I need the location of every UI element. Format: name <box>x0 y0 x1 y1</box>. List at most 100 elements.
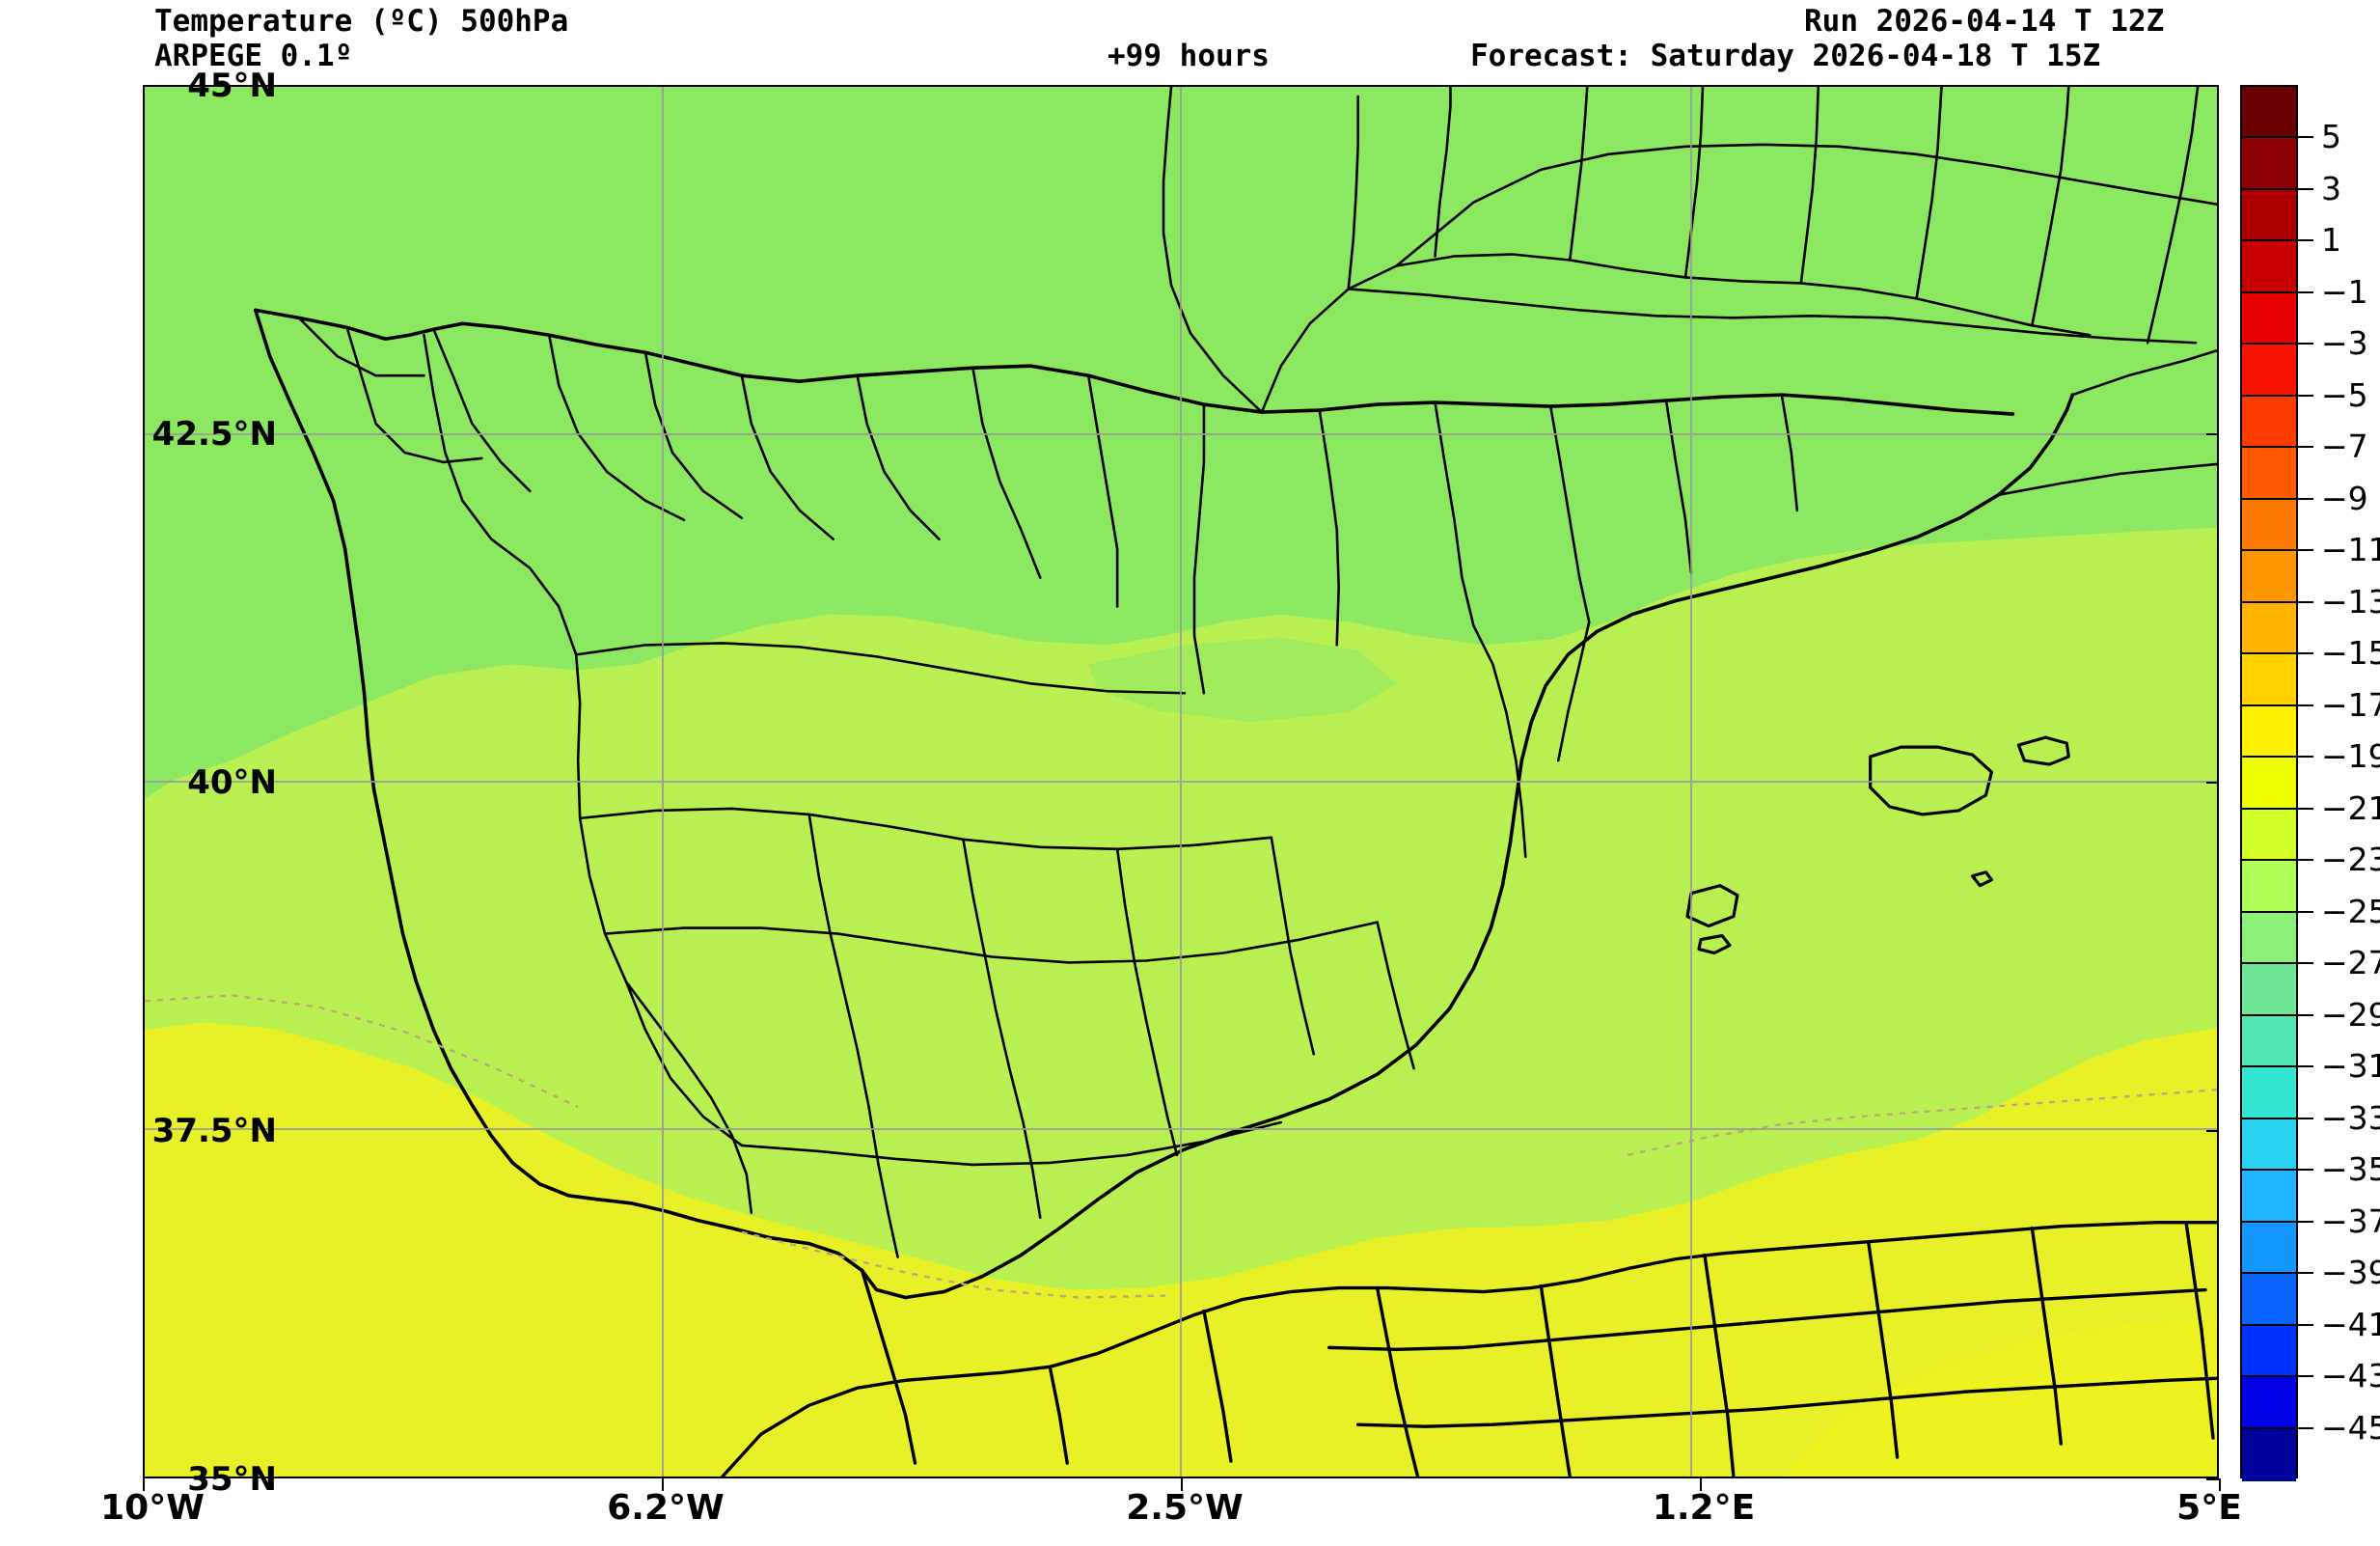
colorbar-tick-label: −43 <box>2321 1357 2380 1395</box>
colorbar-tick-mark <box>2240 1426 2313 1429</box>
colorbar-tick-label: −17 <box>2321 685 2380 724</box>
colorbar-cell <box>2242 861 2296 914</box>
x-tick-mark <box>1181 1478 1183 1491</box>
colorbar-tick-label: −41 <box>2321 1305 2380 1343</box>
colorbar-tick-label: −9 <box>2321 479 2368 517</box>
x-tick-mark <box>143 1478 145 1491</box>
y-tick-mark <box>2206 433 2219 435</box>
colorbar-tick-label: −29 <box>2321 995 2380 1034</box>
colorbar-cell <box>2242 499 2296 553</box>
colorbar-tick-label: −25 <box>2321 892 2380 930</box>
colorbar-tick-label: 5 <box>2321 118 2341 156</box>
colorbar-tick-mark <box>2240 807 2313 810</box>
run-time-label: Run 2026-04-14 T 12Z <box>1804 4 2165 39</box>
temp-band-minus17-lobe <box>1088 637 1397 723</box>
colorbar-tick-mark <box>2240 859 2313 862</box>
colorbar-cell <box>2242 241 2296 294</box>
colorbar-cell <box>2242 448 2296 501</box>
colorbar-tick-label: −1 <box>2321 272 2368 311</box>
colorbar-tick-mark <box>2240 1117 2313 1119</box>
colorbar-tick-mark <box>2240 1220 2313 1223</box>
x-tick-label-5e: 5°E <box>2176 1488 2242 1528</box>
north-africa-coastline <box>721 1221 2217 1477</box>
y-tick-label-45n: 45°N <box>187 67 277 105</box>
colorbar-tick-label: 1 <box>2321 221 2341 260</box>
colorbar-tick-label: −37 <box>2321 1201 2380 1240</box>
colorbar-tick-mark <box>2240 497 2313 500</box>
colorbar-gradient <box>2240 85 2298 1481</box>
colorbar-tick-mark <box>2240 239 2313 242</box>
model-label: ARPEGE 0.1º <box>154 39 353 73</box>
colorbar-cell <box>2242 602 2296 655</box>
colorbar-cell <box>2242 87 2296 140</box>
colorbar-tick-mark <box>2240 343 2313 345</box>
colorbar-tick-label: −21 <box>2321 788 2380 827</box>
x-tick-label-12e: 1.2°E <box>1652 1488 1756 1528</box>
colorbar-tick-label: −13 <box>2321 582 2380 621</box>
colorbar-tick-mark <box>2240 290 2313 293</box>
colorbar-cell <box>2242 1118 2296 1172</box>
colorbar-tick-mark <box>2240 910 2313 913</box>
y-tick-mark <box>2206 1130 2219 1132</box>
x-tick-label-25w: 2.5°W <box>1126 1488 1244 1528</box>
coastline-paths <box>253 308 2075 1300</box>
y-tick-label-375n: 37.5°N <box>151 1112 277 1150</box>
colorbar-tick-mark <box>2240 1272 2313 1275</box>
colorbar-tick-mark <box>2240 600 2313 603</box>
colorbar-tick-label: −19 <box>2321 737 2380 776</box>
colorbar-cell <box>2242 758 2296 811</box>
colorbar-tick-mark <box>2240 136 2313 139</box>
colorbar-cell <box>2242 1171 2296 1224</box>
province-borders <box>297 87 2217 1258</box>
y-tick-label-35n: 35°N <box>187 1460 277 1499</box>
colorbar-tick-mark <box>2240 1065 2313 1068</box>
colorbar-tick-mark <box>2240 704 2313 706</box>
colorbar-tick-mark <box>2240 756 2313 759</box>
colorbar-tick-mark <box>2240 1169 2313 1172</box>
lead-time-label: +99 hours <box>1108 39 1270 73</box>
temp-band-minus13-tongue <box>1781 1316 2217 1477</box>
chart-header: Temperature (ºC) 500hPa ARPEGE 0.1º +99 … <box>0 0 2380 73</box>
colorbar-tick-label: −3 <box>2321 324 2368 363</box>
y-tick-mark <box>2206 85 2219 87</box>
x-tick-label-62w: 6.2°W <box>607 1488 725 1528</box>
colorbar-tick-label: −15 <box>2321 634 2380 673</box>
colorbar-cell <box>2242 1377 2296 1430</box>
colorbar-cell <box>2242 1325 2296 1378</box>
chart-title: Temperature (ºC) 500hPa <box>154 4 569 39</box>
colorbar-cell <box>2242 1067 2296 1120</box>
colorbar-tick-mark <box>2240 1375 2313 1378</box>
colorbar-tick-label: −31 <box>2321 1047 2380 1086</box>
colorbar-tick-label: −5 <box>2321 375 2368 414</box>
y-tick-label-425n: 42.5°N <box>151 415 277 454</box>
colorbar-cell <box>2242 551 2296 604</box>
colorbar-tick-label: −45 <box>2321 1408 2380 1447</box>
colorbar-cell <box>2242 1222 2296 1275</box>
faint-boundary <box>145 994 2217 1299</box>
colorbar-tick-label: 3 <box>2321 169 2341 207</box>
colorbar-tick-mark <box>2240 962 2313 965</box>
forecast-time-label: Forecast: Saturday 2026-04-18 T 15Z <box>1470 39 2101 73</box>
map-gridlines <box>145 87 2217 1477</box>
colorbar-cell <box>2242 345 2296 398</box>
colorbar-tick-mark <box>2240 394 2313 397</box>
colorbar-tick-mark <box>2240 446 2313 449</box>
colorbar-cell <box>2242 138 2296 191</box>
colorbar-tick-label: −35 <box>2321 1150 2380 1189</box>
colorbar-tick-mark <box>2240 652 2313 655</box>
colorbar-tick-label: −39 <box>2321 1254 2380 1292</box>
colorbar-cell <box>2242 1428 2296 1481</box>
colorbar-tick-label: −27 <box>2321 944 2380 982</box>
colorbar-cell <box>2242 654 2296 707</box>
colorbar-tick-label: −33 <box>2321 1098 2380 1137</box>
y-tick-label-40n: 40°N <box>187 763 277 802</box>
colorbar-cell <box>2242 189 2296 243</box>
colorbar-cell <box>2242 964 2296 1017</box>
colorbar-tick-mark <box>2240 187 2313 190</box>
balearic-islands <box>1685 735 2070 955</box>
colorbar-cell <box>2242 809 2296 862</box>
colorbar-cell <box>2242 912 2296 965</box>
x-tick-label-10w: 10°W <box>100 1488 205 1528</box>
colorbar-tick-mark <box>2240 1323 2313 1326</box>
colorbar-tick-mark <box>2240 1013 2313 1016</box>
